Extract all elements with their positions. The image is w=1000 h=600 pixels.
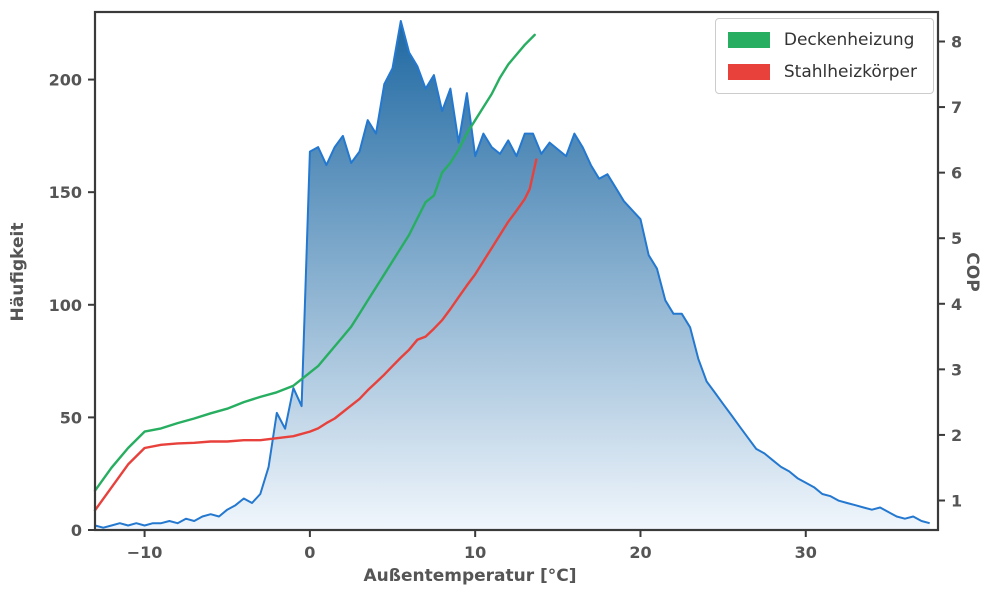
area-series-haeufigkeit	[95, 21, 930, 530]
y-right-tick-label: 1	[951, 491, 962, 510]
legend-swatch-stahlheizkoerper	[727, 64, 770, 80]
line-stahlheizkoerper	[93, 158, 538, 512]
legend-label-stahlheizkoerper: Stahlheizkörper	[783, 62, 917, 82]
y-right-tick-label: 4	[951, 295, 962, 314]
y-right-tick-label: 8	[951, 33, 962, 52]
x-axis-label: Außentemperatur [°C]	[363, 566, 577, 586]
y-right-tick-label: 7	[951, 98, 962, 117]
y-axis-label-left: Häufigkeit	[8, 222, 28, 322]
y-left-tick-label: 200	[49, 71, 82, 90]
y-right-tick-label: 3	[951, 360, 962, 379]
legend-label-deckenheizung: Deckenheizung	[783, 30, 915, 50]
y-right-tick-label: 6	[951, 164, 962, 183]
line-deckenheizung	[93, 33, 536, 492]
x-tick-label: 10	[464, 543, 486, 562]
legend-item-deckenheizung: Deckenheizung	[727, 30, 917, 50]
x-tick-label: 20	[629, 543, 651, 562]
y-left-tick-label: 100	[49, 296, 82, 315]
y-right-tick-label: 2	[951, 426, 962, 445]
y-right-tick-label: 5	[951, 229, 962, 248]
x-tick-label: 0	[304, 543, 315, 562]
y-axis-label-right: COP	[962, 252, 982, 292]
line-haeufigkeit	[94, 20, 930, 529]
x-tick-label: −10	[127, 543, 163, 562]
y-left-tick-label: 150	[49, 183, 82, 202]
legend: Deckenheizung Stahlheizkörper	[714, 18, 934, 94]
x-tick-label: 30	[795, 543, 817, 562]
legend-item-stahlheizkoerper: Stahlheizkörper	[727, 62, 917, 82]
y-left-tick-label: 50	[60, 408, 82, 427]
legend-swatch-deckenheizung	[727, 32, 770, 48]
y-left-tick-label: 0	[71, 521, 82, 540]
axes-spines	[93, 10, 940, 532]
